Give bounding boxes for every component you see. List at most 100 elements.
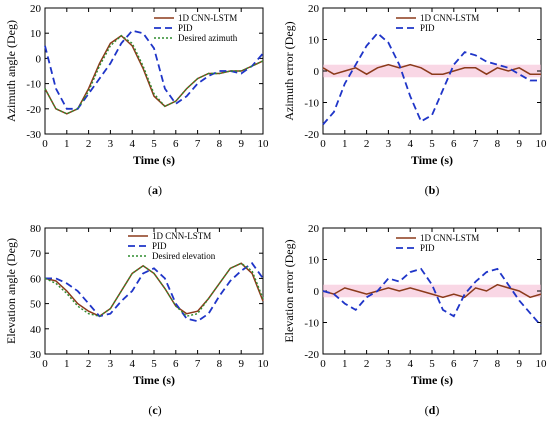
y-tick-label: -20 bbox=[26, 104, 41, 116]
y-tick-label: -10 bbox=[26, 79, 41, 91]
legend-label: PID bbox=[152, 241, 167, 251]
y-tick-label: 80 bbox=[30, 223, 42, 235]
series-line-pid bbox=[322, 31, 541, 126]
plot-frame bbox=[44, 227, 264, 355]
x-tick-label: 6 bbox=[173, 138, 179, 150]
x-tick-label: 6 bbox=[451, 138, 457, 150]
x-tick-label: 4 bbox=[407, 358, 413, 370]
x-axis-label: Time (s) bbox=[133, 153, 175, 167]
y-tick-label: -10 bbox=[304, 98, 319, 110]
y-tick-label: 10 bbox=[30, 28, 42, 40]
chart-panel-d: 0 1 2 3 4 5 6 7 8 9 10 -20 -10 0 10 20 Time (s) Elevation… bbox=[282, 223, 547, 417]
y-tick-label: 50 bbox=[30, 299, 42, 311]
x-axis-label: Time (s) bbox=[411, 153, 453, 167]
x-tick-label: 6 bbox=[173, 358, 179, 370]
x-tick-label: 2 bbox=[86, 138, 92, 150]
x-tick-label: 2 bbox=[364, 358, 370, 370]
x-tick-label: 3 bbox=[108, 138, 114, 150]
x-tick-label: 9 bbox=[238, 138, 244, 150]
x-tick-label: 5 bbox=[429, 358, 435, 370]
x-axis-label: Time (s) bbox=[411, 373, 453, 387]
x-tick-label: 8 bbox=[217, 138, 223, 150]
x-tick-label: 8 bbox=[495, 138, 501, 150]
series-line-pid bbox=[45, 262, 264, 323]
legend-label: PID bbox=[420, 23, 435, 33]
series-line-cnn bbox=[322, 283, 542, 299]
x-tick-label: 0 bbox=[320, 358, 326, 370]
y-axis-label: Azimuth error (Deg) bbox=[282, 21, 296, 120]
y-tick-label: 10 bbox=[308, 35, 320, 47]
x-tick-label: 5 bbox=[151, 358, 157, 370]
x-tick-label: 8 bbox=[217, 358, 223, 370]
series-line-pid bbox=[44, 29, 264, 110]
y-axis-label: Elevation error (Deg) bbox=[282, 239, 296, 342]
series-line-desired bbox=[44, 262, 264, 317]
x-tick-label: 9 bbox=[516, 138, 522, 150]
panel-label: (d) bbox=[425, 403, 440, 417]
x-tick-label: 2 bbox=[86, 358, 92, 370]
x-tick-label: 3 bbox=[108, 358, 114, 370]
x-tick-label: 1 bbox=[64, 138, 70, 150]
x-tick-label: 8 bbox=[495, 358, 501, 370]
y-tick-label: 30 bbox=[30, 349, 42, 361]
x-tick-label: 9 bbox=[516, 358, 522, 370]
y-axis-label: Azimuth angle (Deg) bbox=[4, 20, 18, 122]
x-tick-label: 10 bbox=[536, 138, 548, 150]
y-tick-label: 40 bbox=[30, 324, 42, 336]
y-tick-label: 10 bbox=[308, 255, 320, 267]
x-tick-label: 10 bbox=[258, 358, 270, 370]
x-tick-label: 0 bbox=[320, 138, 326, 150]
y-tick-label: 60 bbox=[30, 273, 42, 285]
y-tick-label: 20 bbox=[30, 3, 42, 15]
legend-label: PID bbox=[420, 243, 435, 253]
series-line-cnn bbox=[322, 63, 541, 76]
x-tick-label: 7 bbox=[473, 358, 479, 370]
legend-label: Desired azimuth bbox=[178, 33, 238, 43]
series-line-cnn bbox=[44, 34, 264, 115]
panel-label: (b) bbox=[425, 183, 440, 197]
y-tick-label: 0 bbox=[314, 286, 320, 298]
x-tick-label: 9 bbox=[238, 358, 244, 370]
chart-panel-c: 0 1 2 3 4 5 6 7 8 9 10 30 40 50 60 70 80 Time (s) Elevatio… bbox=[4, 223, 269, 417]
y-tick-label: 0 bbox=[36, 53, 42, 65]
x-tick-label: 6 bbox=[451, 358, 457, 370]
x-tick-label: 1 bbox=[342, 138, 348, 150]
x-tick-label: 10 bbox=[536, 358, 548, 370]
x-tick-label: 3 bbox=[386, 138, 392, 150]
x-tick-label: 1 bbox=[64, 358, 70, 370]
chart-panel-a: 0 1 2 3 4 5 6 7 8 9 10 -30 -20 -10 0 10 20 Time (s) Azimut… bbox=[4, 3, 269, 197]
y-axis-label: Elevation angle (Deg) bbox=[4, 238, 18, 344]
x-tick-label: 5 bbox=[429, 138, 435, 150]
legend-label: 1D CNN-LSTM bbox=[420, 233, 479, 243]
x-tick-label: 0 bbox=[42, 138, 48, 150]
y-tick-label: -30 bbox=[26, 129, 41, 141]
plot-frame bbox=[44, 7, 264, 135]
legend-label: 1D CNN-LSTM bbox=[420, 13, 479, 23]
x-axis-label: Time (s) bbox=[133, 373, 175, 387]
x-tick-label: 10 bbox=[258, 138, 270, 150]
y-tick-label: 70 bbox=[30, 248, 42, 260]
x-tick-label: 2 bbox=[364, 138, 370, 150]
x-tick-label: 0 bbox=[42, 358, 48, 370]
x-tick-label: 3 bbox=[386, 358, 392, 370]
x-tick-label: 4 bbox=[129, 138, 135, 150]
x-tick-label: 4 bbox=[129, 358, 135, 370]
legend-label: PID bbox=[178, 23, 193, 33]
y-tick-label: -20 bbox=[304, 349, 319, 361]
y-tick-label: 20 bbox=[308, 223, 320, 235]
x-tick-label: 7 bbox=[195, 138, 201, 150]
legend-label: 1D CNN-LSTM bbox=[152, 231, 211, 241]
y-tick-label: 0 bbox=[314, 66, 320, 78]
chart-panel-b: 0 1 2 3 4 5 6 7 8 9 10 -20 -10 0 10 20 Time (s) Azimuth e… bbox=[282, 3, 547, 197]
x-tick-label: 7 bbox=[473, 138, 479, 150]
y-tick-label: -10 bbox=[304, 318, 319, 330]
y-tick-label: -20 bbox=[304, 129, 319, 141]
x-tick-label: 7 bbox=[195, 358, 201, 370]
legend-label: 1D CNN-LSTM bbox=[178, 13, 237, 23]
x-tick-label: 4 bbox=[407, 138, 413, 150]
x-tick-label: 5 bbox=[151, 138, 157, 150]
y-tick-label: 20 bbox=[308, 3, 320, 15]
panel-label: (a) bbox=[148, 183, 162, 197]
x-tick-label: 1 bbox=[342, 358, 348, 370]
